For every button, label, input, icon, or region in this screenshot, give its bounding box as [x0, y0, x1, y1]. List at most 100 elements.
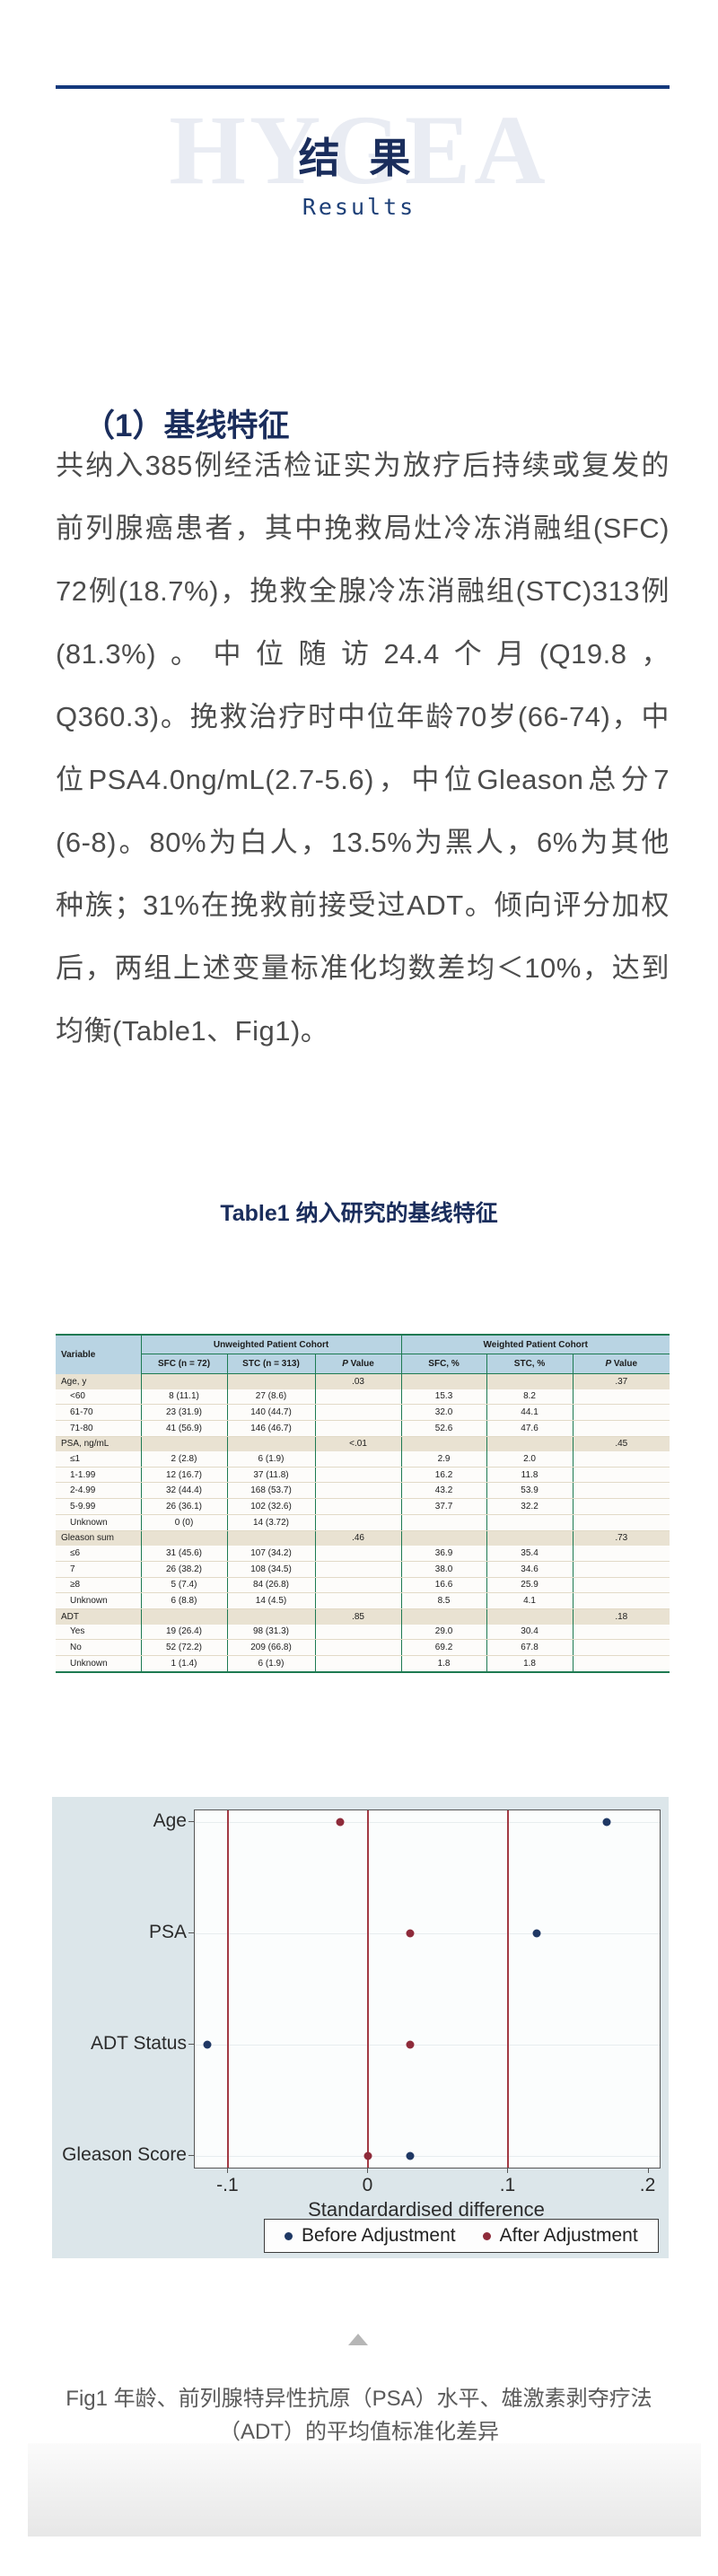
table-cell — [486, 1608, 574, 1625]
table-cell — [226, 1373, 315, 1389]
table-cell: ADT — [56, 1608, 141, 1625]
figure-caption: Fig1 年龄、前列腺特异性抗原（PSA）水平、雄激素剥夺疗法 （ADT）的平均… — [36, 2382, 682, 2449]
table-cell: 71-80 — [56, 1420, 141, 1437]
table-cell — [572, 1577, 670, 1594]
x-axis-tick — [227, 2168, 229, 2173]
table-cell — [572, 1404, 670, 1421]
table-cell: 0 (0) — [140, 1514, 227, 1531]
table-cell: Unknown — [56, 1592, 141, 1610]
table-cell: 2-4.99 — [56, 1482, 141, 1500]
table-cell: 52.6 — [400, 1420, 487, 1437]
baseline-table-image: Variable Unweighted Patient Cohort Weighte… — [56, 1334, 670, 1673]
table-cell — [140, 1373, 227, 1389]
table-cell — [226, 1436, 315, 1452]
table-row: 1-1.99 12 (16.7) 37 (11.8) 16.2 11.8 — [56, 1467, 670, 1484]
table-cell: 32.0 — [400, 1404, 487, 1421]
table-cell: 16.6 — [400, 1577, 487, 1594]
table-cell: 102 (32.6) — [226, 1498, 315, 1515]
table-cell: 44.1 — [486, 1404, 574, 1421]
table-row: ≤1 2 (2.8) 6 (1.9) 2.9 2.0 — [56, 1451, 670, 1468]
table-cell: 26 (36.1) — [140, 1498, 227, 1515]
table-cell: 4.1 — [486, 1592, 574, 1610]
table-cell: 2.9 — [400, 1451, 487, 1468]
table-cell — [314, 1592, 402, 1610]
table-cell: ≤1 — [56, 1451, 141, 1468]
table-cell: 5-9.99 — [56, 1498, 141, 1515]
y-axis-tick — [188, 2044, 195, 2045]
table-cell — [314, 1655, 402, 1673]
table-cell — [572, 1514, 670, 1531]
x-axis-label: Standardardised difference — [308, 2198, 545, 2221]
table-cell: 27 (8.6) — [226, 1389, 315, 1406]
table-cell: 37 (11.8) — [226, 1467, 315, 1484]
gridline — [195, 2156, 660, 2157]
table-cell — [314, 1467, 402, 1484]
group-header: Unweighted Patient Cohort — [140, 1335, 402, 1354]
table-cell — [314, 1451, 402, 1468]
table-cell: 11.8 — [486, 1467, 574, 1484]
table-cell: .45 — [572, 1436, 670, 1452]
after-adjustment-dot-icon — [482, 2231, 491, 2240]
table-cell: 6 (8.8) — [140, 1592, 227, 1610]
table-cell — [572, 1546, 670, 1562]
table-cell: 98 (31.3) — [226, 1624, 315, 1641]
table-cell: 38.0 — [400, 1561, 487, 1578]
body-paragraph: 共纳入385例经活检证实为放疗后持续或复发的 前列腺癌患者，其中挽救局灶冷冻消融组… — [56, 434, 670, 1063]
figure-fig1: Standardardised difference Before Adjust… — [52, 1797, 669, 2258]
table-cell — [572, 1389, 670, 1406]
table-cell: 2.0 — [486, 1451, 574, 1468]
table-cell: No — [56, 1639, 141, 1656]
table-cell: ≥8 — [56, 1577, 141, 1594]
table-row: Unknown 1 (1.4) 6 (1.9) 1.8 1.8 — [56, 1655, 670, 1673]
table-row: 7 26 (38.2) 108 (34.5) 38.0 34.6 — [56, 1561, 670, 1578]
table-cell — [572, 1592, 670, 1610]
reference-line — [367, 1810, 370, 2168]
table-cell — [314, 1624, 402, 1641]
table-cell: 37.7 — [400, 1498, 487, 1515]
table-cell — [314, 1561, 402, 1578]
data-point-before — [406, 2151, 415, 2160]
table-cell — [314, 1482, 402, 1500]
table-cell: 107 (34.2) — [226, 1546, 315, 1562]
collapse-up-triangle-icon[interactable] — [348, 2334, 368, 2345]
table-cell: 43.2 — [400, 1482, 487, 1500]
table-cell — [400, 1373, 487, 1389]
y-axis-tick — [188, 1932, 195, 1933]
col-header: P Value — [572, 1354, 670, 1374]
table-cell: <.01 — [314, 1436, 402, 1452]
col-header: P Value — [314, 1354, 402, 1374]
col-header: STC (n = 313) — [226, 1354, 315, 1374]
table-cell — [572, 1624, 670, 1641]
table-cell — [314, 1639, 402, 1656]
table-cell — [572, 1420, 670, 1437]
table-cell — [572, 1467, 670, 1484]
paragraph-line: 72例(18.7%)，挽救全腺冷冻消融组(STC)313例 — [56, 575, 670, 607]
table-cell: 15.3 — [400, 1389, 487, 1406]
table-row: 2-4.99 32 (44.4) 168 (53.7) 43.2 53.9 — [56, 1482, 670, 1500]
table-cell: 14 (4.5) — [226, 1592, 315, 1610]
x-axis-tick-label: 0 — [362, 2175, 373, 2195]
table-title: Table1 纳入研究的基线特征 — [220, 1201, 498, 1226]
y-axis-label: ADT Status — [91, 2033, 187, 2054]
plot-area — [194, 1809, 661, 2169]
table-cell: 69.2 — [400, 1639, 487, 1656]
table-row: Yes 19 (26.4) 98 (31.3) 29.0 30.4 — [56, 1624, 670, 1641]
table-cell — [572, 1561, 670, 1578]
table-cell: 8 (11.1) — [140, 1389, 227, 1406]
table-cell — [400, 1436, 487, 1452]
header-divider — [56, 85, 670, 89]
table-cell — [572, 1655, 670, 1673]
data-point-before — [602, 1818, 611, 1827]
figure-caption-line2: （ADT）的平均值标准化差异 — [219, 2420, 499, 2444]
table-cell — [140, 1436, 227, 1452]
table-cell: 34.6 — [486, 1561, 574, 1578]
table-cell: 1.8 — [486, 1655, 574, 1673]
table-cell: 36.9 — [400, 1546, 487, 1562]
table-cell — [486, 1514, 574, 1531]
table-cell: .73 — [572, 1530, 670, 1546]
table-cell: Unknown — [56, 1655, 141, 1673]
baseline-table: Variable Unweighted Patient Cohort Weighte… — [56, 1334, 670, 1673]
table-cell: 23 (31.9) — [140, 1404, 227, 1421]
table-cell: .03 — [314, 1373, 402, 1389]
table-row: PSA, ng/mL <.01 .45 — [56, 1436, 670, 1452]
